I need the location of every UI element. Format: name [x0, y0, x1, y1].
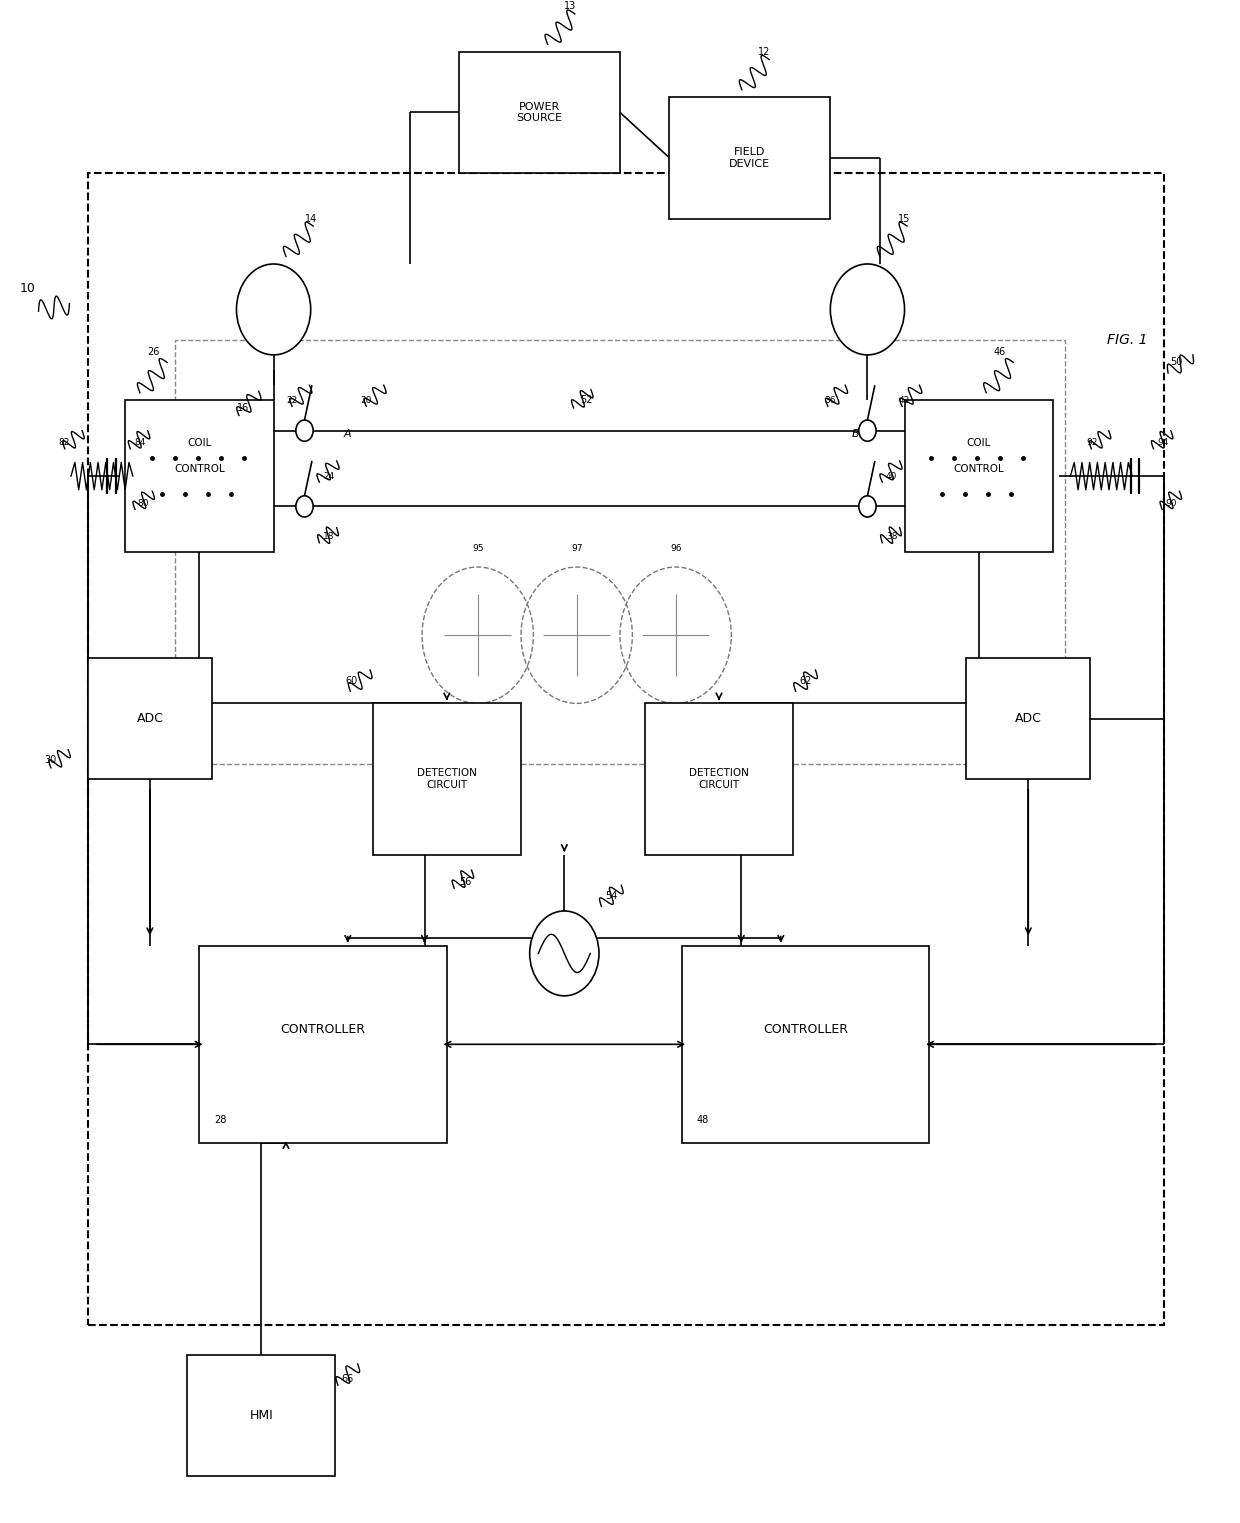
Text: CONTROL: CONTROL	[954, 463, 1004, 474]
Text: CONTROLLER: CONTROLLER	[280, 1022, 366, 1036]
Text: 80: 80	[138, 500, 149, 507]
Text: 15: 15	[898, 213, 910, 224]
Text: POWER
SOURCE: POWER SOURCE	[517, 102, 563, 123]
Circle shape	[237, 263, 311, 355]
Text: ADC: ADC	[136, 713, 164, 725]
Text: 14: 14	[305, 213, 316, 224]
Circle shape	[296, 420, 314, 442]
Circle shape	[831, 263, 904, 355]
Text: 54: 54	[605, 891, 618, 900]
Text: 20: 20	[360, 396, 372, 405]
Text: 24: 24	[324, 472, 335, 481]
Text: ADC: ADC	[1014, 713, 1042, 725]
Text: COIL: COIL	[967, 437, 991, 448]
Bar	[88, 658, 212, 780]
Bar	[904, 401, 1053, 551]
Text: 50: 50	[1171, 358, 1183, 367]
Text: COIL: COIL	[187, 437, 212, 448]
Text: 62: 62	[800, 676, 812, 685]
Bar	[125, 401, 274, 551]
Text: FIG. 1: FIG. 1	[1107, 332, 1147, 347]
Text: HMI: HMI	[249, 1409, 273, 1422]
Circle shape	[859, 496, 877, 516]
Text: 18: 18	[324, 532, 335, 541]
Text: 94: 94	[1157, 439, 1168, 448]
Circle shape	[859, 420, 877, 442]
Text: 12: 12	[758, 47, 770, 56]
Circle shape	[296, 496, 314, 516]
Text: 82: 82	[58, 439, 69, 448]
Text: 92: 92	[1086, 439, 1097, 448]
Bar	[966, 658, 1090, 780]
Text: CONTROL: CONTROL	[174, 463, 224, 474]
Bar	[372, 704, 521, 854]
Text: B: B	[851, 428, 859, 439]
Bar	[88, 174, 1164, 1325]
Text: 40: 40	[887, 472, 898, 481]
Bar	[645, 704, 794, 854]
Circle shape	[529, 911, 599, 996]
Bar	[682, 946, 929, 1142]
Text: DETECTION
CIRCUIT: DETECTION CIRCUIT	[417, 768, 476, 790]
Text: 66: 66	[342, 1374, 353, 1384]
Text: 56: 56	[459, 877, 471, 888]
Text: CONTROLLER: CONTROLLER	[763, 1022, 848, 1036]
Bar	[175, 340, 1065, 765]
Text: 97: 97	[570, 544, 583, 553]
Text: 48: 48	[697, 1115, 709, 1125]
Text: 36: 36	[825, 396, 836, 405]
Text: 42: 42	[898, 396, 910, 405]
Text: 22: 22	[286, 396, 298, 405]
Text: FIELD
DEVICE: FIELD DEVICE	[729, 148, 770, 169]
Text: 46: 46	[993, 347, 1006, 356]
Text: 10: 10	[20, 282, 36, 295]
Text: 90: 90	[1166, 500, 1177, 507]
Text: 13: 13	[564, 2, 575, 11]
Text: DETECTION
CIRCUIT: DETECTION CIRCUIT	[689, 768, 749, 790]
Bar	[459, 52, 620, 174]
Bar	[670, 97, 831, 218]
Text: 84: 84	[134, 439, 145, 448]
Text: 28: 28	[215, 1115, 227, 1125]
Text: 60: 60	[345, 676, 357, 685]
Text: 26: 26	[148, 347, 160, 356]
Text: 38: 38	[887, 532, 898, 541]
Text: A: A	[343, 428, 352, 439]
Text: 16: 16	[237, 404, 249, 413]
Bar	[187, 1355, 336, 1476]
Text: 95: 95	[472, 544, 484, 553]
Text: 96: 96	[670, 544, 682, 553]
Text: 52: 52	[580, 396, 593, 405]
Bar	[200, 946, 446, 1142]
Text: 30: 30	[45, 755, 57, 765]
